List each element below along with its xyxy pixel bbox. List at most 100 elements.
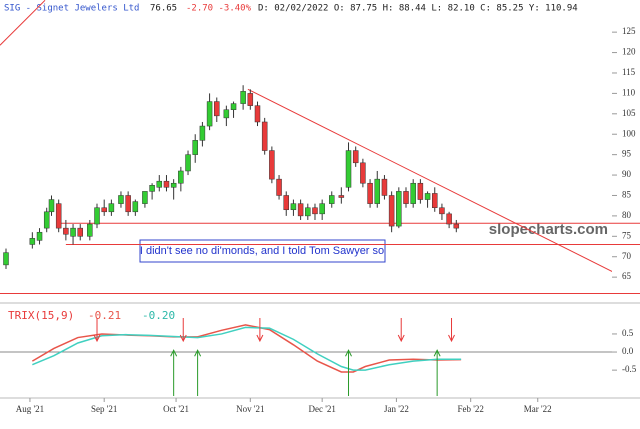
last-price: 76.65 xyxy=(150,4,177,14)
candle-body xyxy=(283,195,289,211)
x-tick-label: Dec '21 xyxy=(308,404,335,414)
candle-body xyxy=(290,203,297,211)
candle-body xyxy=(70,227,76,237)
sell-arrow xyxy=(256,318,264,343)
candle-body xyxy=(360,162,366,184)
x-tick-label: Jan '22 xyxy=(384,404,409,414)
signal-value: -0.20 xyxy=(142,309,175,322)
candle-body xyxy=(388,195,395,227)
sell-arrow xyxy=(179,318,187,343)
buy-arrow xyxy=(170,349,178,396)
candle-body xyxy=(305,207,311,217)
candle-body xyxy=(94,207,100,225)
candle-body xyxy=(206,101,213,127)
trend-line xyxy=(0,0,46,46)
candle-body xyxy=(214,101,220,117)
candle-body xyxy=(185,154,191,172)
candle-body xyxy=(101,207,107,213)
candle-body xyxy=(223,109,230,119)
candle-body xyxy=(417,182,424,200)
candle-body xyxy=(319,203,325,215)
candle-body xyxy=(192,140,198,155)
x-tick-label: Aug '21 xyxy=(16,404,44,414)
candle-body xyxy=(77,227,83,237)
candle-body xyxy=(156,180,163,188)
trix-label: TRIX(15,9) xyxy=(8,309,74,322)
y-tick-label: 70 xyxy=(622,251,632,261)
candle-body xyxy=(199,125,206,141)
x-tick-label: Mar '22 xyxy=(524,404,552,414)
candle-body xyxy=(328,195,335,204)
sell-arrow xyxy=(448,318,455,343)
candle-body xyxy=(3,252,9,266)
y-tick-label: 120 xyxy=(622,47,636,57)
y-tick-label: 125 xyxy=(622,26,636,36)
symbol: SIG - Signet Jewelers Ltd xyxy=(4,4,139,14)
y-tick-label: 105 xyxy=(622,108,636,118)
candle-body xyxy=(403,191,409,204)
candle-body xyxy=(254,105,261,123)
candle-body xyxy=(374,178,381,204)
candle-body xyxy=(446,213,452,225)
x-tick-label: Oct '21 xyxy=(163,404,189,414)
y-tick-label: 90 xyxy=(622,169,632,179)
candle-body xyxy=(439,207,445,215)
candle-body xyxy=(132,201,139,213)
candle-body xyxy=(297,203,304,217)
candle-body xyxy=(453,223,460,229)
y-tick-label: 100 xyxy=(622,128,636,138)
trix-tick-label: 0.0 xyxy=(622,346,634,356)
candle-body xyxy=(36,231,43,241)
y-tick-label: 110 xyxy=(622,87,636,97)
sell-arrow xyxy=(93,318,101,343)
candle-body xyxy=(338,195,345,198)
candle-body xyxy=(178,170,184,184)
trix-tick-label: 0.5 xyxy=(622,328,634,338)
candle-body xyxy=(345,150,352,188)
candle-body xyxy=(367,182,373,204)
candle-body xyxy=(142,191,148,204)
candle-body xyxy=(247,93,254,106)
candle-body xyxy=(63,227,69,235)
candle-body xyxy=(240,91,246,104)
candle-body xyxy=(118,195,124,204)
y-tick-label: 65 xyxy=(622,271,632,281)
candle-body xyxy=(276,178,282,196)
y-tick-label: 85 xyxy=(622,190,632,200)
candle-body xyxy=(163,180,170,188)
trend-line xyxy=(247,88,612,272)
candle-body xyxy=(352,150,359,164)
y-tick-label: 80 xyxy=(622,210,632,220)
candle-body xyxy=(55,203,62,229)
annotation-box xyxy=(139,239,386,263)
candle-body xyxy=(431,193,438,208)
trix-value: -0.21 xyxy=(88,309,121,322)
candle-body xyxy=(381,178,388,196)
candle-body xyxy=(410,182,416,204)
candle-body xyxy=(125,195,131,213)
y-tick-label: 95 xyxy=(622,149,632,159)
candle-body xyxy=(149,185,155,192)
x-tick-label: Sep '21 xyxy=(91,404,117,414)
y-tick-label: 75 xyxy=(622,230,632,240)
buy-arrow xyxy=(433,349,441,396)
candle-body xyxy=(269,150,275,180)
buy-arrow xyxy=(194,349,202,396)
x-tick-label: Nov '21 xyxy=(236,404,264,414)
sell-arrow xyxy=(397,318,405,343)
candle-body xyxy=(170,182,177,188)
y-tick-label: 115 xyxy=(622,67,636,77)
buy-arrow xyxy=(345,349,352,396)
candle-body xyxy=(29,238,36,245)
candle-body xyxy=(424,193,431,200)
candle-body xyxy=(43,211,50,229)
candle-body xyxy=(396,191,402,227)
candle-body xyxy=(108,203,115,213)
candle-body xyxy=(230,103,237,110)
candle-body xyxy=(48,199,55,213)
price-change: -2.70 -3.40% xyxy=(186,4,252,14)
trix-tick-label: -0.5 xyxy=(622,364,637,374)
ohlc: D: 02/02/2022 O: 87.75 H: 88.44 L: 82.10… xyxy=(258,4,578,14)
